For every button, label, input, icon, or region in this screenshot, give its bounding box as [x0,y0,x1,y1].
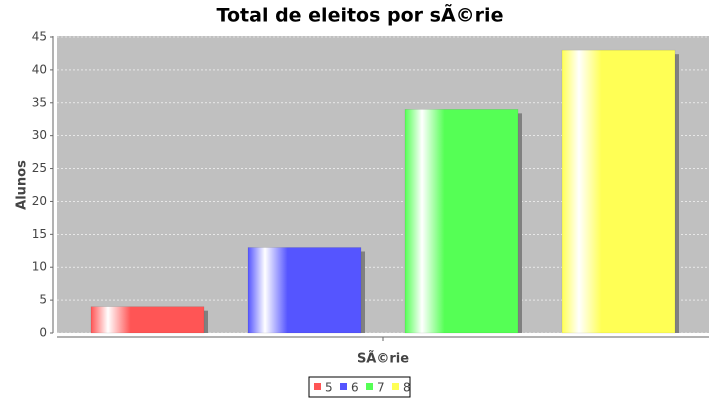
bar [404,109,519,334]
y-tick-label: 35 [32,95,47,109]
y-axis-label: Alunos [15,160,30,210]
legend-box [308,376,411,398]
legend-swatch [392,383,399,390]
legend-swatch [340,383,347,390]
legend-label: 8 [403,381,411,395]
legend-label: 6 [351,381,359,395]
chart-title: Total de eleitos por sÃ©rie [217,3,504,27]
bar [90,306,205,334]
y-tick-label: 45 [32,30,47,44]
x-axis-label: SÃ©rie [357,351,409,367]
y-tick-label: 30 [32,128,47,142]
legend-swatch [314,383,321,390]
y-tick-label: 5 [39,293,47,307]
y-tick-label: 25 [32,161,47,175]
bar [247,247,362,334]
legend-label: 7 [377,381,385,395]
legend-label: 5 [325,381,333,395]
legend-swatch [366,383,373,390]
bar [561,49,676,334]
y-tick-label: 20 [32,194,47,208]
y-tick-label: 10 [32,260,47,274]
y-tick-label: 0 [39,326,47,340]
y-tick-label: 15 [32,227,47,241]
y-tick-label: 40 [32,62,47,76]
